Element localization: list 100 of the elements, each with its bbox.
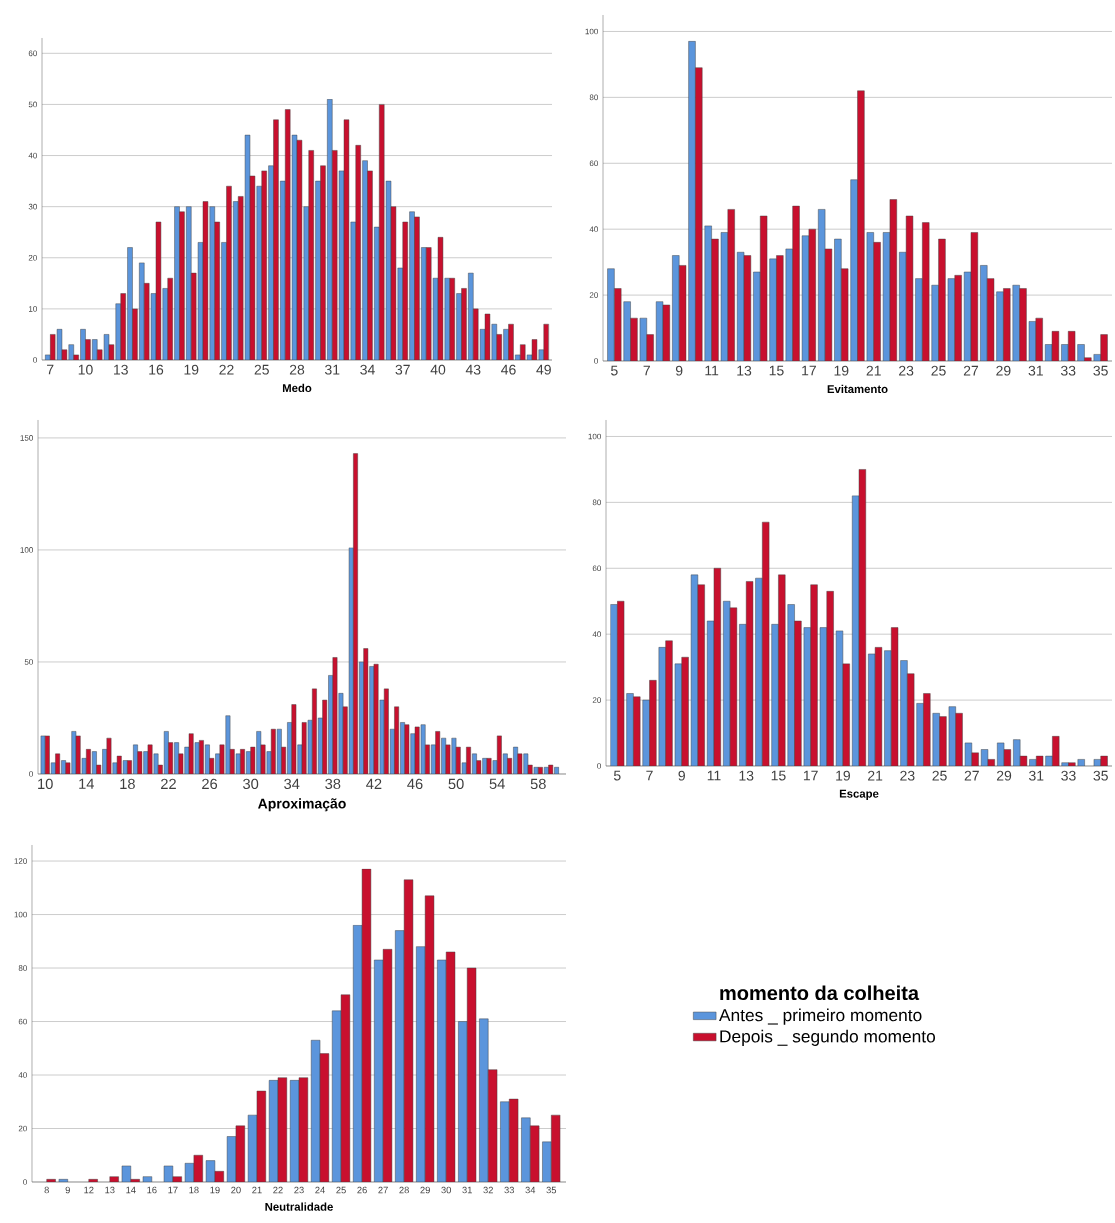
y-tick-label: 0 — [29, 771, 33, 777]
y-tick-label: 20 — [592, 697, 601, 703]
x-tick-label: 31 — [462, 1186, 472, 1194]
x-axis-title: Medo — [282, 383, 312, 393]
y-tick-label: 60 — [589, 160, 598, 167]
x-tick-label: 31 — [324, 364, 340, 375]
y-tick-label: 80 — [592, 499, 601, 506]
x-tick-label: 15 — [769, 365, 784, 376]
x-tick-label: 25 — [336, 1186, 346, 1194]
x-tick-label: 29 — [420, 1186, 430, 1194]
y-tick-label: 100 — [20, 547, 33, 553]
x-tick-label: 11 — [707, 770, 721, 781]
x-tick-label: 23 — [900, 770, 915, 781]
x-tick-label: 17 — [803, 770, 818, 781]
x-tick-label: 33 — [1060, 365, 1076, 376]
x-tick-label: 23 — [899, 365, 914, 376]
x-tick-label: 14 — [126, 1186, 136, 1194]
x-tick-label: 19 — [834, 365, 849, 376]
y-tick-label: 40 — [592, 631, 601, 638]
x-tick-label: 5 — [613, 770, 621, 781]
x-axis-title: Evitamento — [827, 384, 888, 394]
x-tick-label: 9 — [675, 365, 683, 376]
y-tick-label: 120 — [14, 858, 27, 864]
x-tick-label: 35 — [546, 1186, 557, 1194]
x-tick-label: 22 — [219, 364, 234, 375]
x-tick-label: 49 — [536, 364, 551, 375]
x-tick-label: 16 — [149, 364, 164, 375]
x-tick-label: 25 — [932, 770, 947, 781]
x-tick-label: 32 — [483, 1186, 493, 1194]
y-tick-label: 100 — [585, 28, 598, 35]
x-tick-label: 40 — [430, 364, 446, 375]
y-tick-label: 100 — [588, 433, 601, 440]
y-tick-label: 20 — [18, 1125, 27, 1132]
x-tick-label: 15 — [771, 770, 786, 781]
x-tick-label: 17 — [802, 365, 816, 376]
x-tick-label: 14 — [79, 778, 94, 789]
x-tick-label: 19 — [184, 364, 199, 375]
x-tick-label: 24 — [315, 1186, 325, 1194]
x-tick-label: 29 — [996, 365, 1011, 376]
y-tick-label: 20 — [589, 292, 598, 298]
x-axis-title: Aproximação — [258, 798, 346, 812]
y-tick-label: 0 — [23, 1179, 27, 1185]
x-tick-label: 27 — [378, 1186, 388, 1194]
y-tick-label: 20 — [28, 254, 37, 261]
y-tick-label: 60 — [18, 1018, 27, 1025]
x-tick-label: 50 — [448, 778, 464, 790]
x-tick-label: 35 — [1093, 770, 1108, 781]
x-tick-label: 13 — [737, 365, 752, 376]
y-tick-label: 50 — [28, 101, 37, 108]
x-tick-label: 29 — [996, 770, 1012, 781]
x-tick-label: 23 — [294, 1186, 304, 1194]
x-tick-label: 38 — [325, 778, 341, 790]
x-tick-label: 33 — [1061, 770, 1076, 781]
legend-label: Antes _ primeiro momento — [719, 1008, 922, 1025]
x-tick-label: 19 — [836, 770, 850, 781]
x-tick-label: 12 — [84, 1186, 94, 1194]
y-tick-label: 150 — [20, 435, 33, 441]
x-axis-title: Escape — [839, 789, 879, 800]
x-tick-label: 54 — [489, 778, 505, 789]
x-tick-label: 43 — [465, 364, 481, 375]
y-tick-label: 50 — [24, 659, 33, 665]
x-tick-label: 34 — [284, 778, 300, 790]
x-tick-label: 42 — [366, 778, 382, 789]
x-axis-title: Neutralidade — [265, 1202, 333, 1211]
y-tick-label: 40 — [589, 226, 598, 233]
x-tick-label: 13 — [739, 770, 754, 781]
x-tick-label: 18 — [120, 778, 135, 790]
y-tick-label: 0 — [33, 357, 37, 363]
x-tick-label: 26 — [357, 1186, 367, 1194]
x-tick-label: 31 — [1029, 770, 1044, 781]
x-tick-label: 11 — [705, 365, 719, 376]
x-tick-label: 18 — [189, 1186, 199, 1194]
x-tick-label: 22 — [273, 1186, 283, 1194]
x-tick-label: 5 — [611, 365, 618, 376]
y-tick-label: 60 — [28, 50, 37, 57]
x-tick-label: 25 — [254, 364, 269, 375]
x-tick-label: 34 — [360, 364, 375, 375]
x-tick-label: 9 — [678, 770, 685, 781]
x-tick-label: 25 — [931, 365, 946, 376]
x-tick-label: 30 — [243, 778, 259, 790]
x-tick-label: 21 — [866, 365, 881, 376]
x-tick-label: 13 — [105, 1186, 115, 1194]
x-tick-label: 7 — [643, 365, 650, 376]
x-tick-label: 10 — [78, 364, 93, 375]
x-tick-label: 46 — [407, 778, 423, 790]
x-tick-label: 37 — [395, 364, 410, 375]
x-tick-label: 28 — [399, 1186, 409, 1194]
legend-title: momento da colheita — [720, 985, 920, 1001]
y-tick-label: 60 — [592, 565, 601, 572]
x-tick-label: 46 — [501, 364, 516, 375]
x-tick-label: 21 — [252, 1186, 262, 1194]
x-tick-label: 16 — [147, 1186, 157, 1194]
x-tick-label: 19 — [210, 1186, 220, 1194]
x-tick-label: 8 — [44, 1186, 49, 1194]
x-tick-label: 28 — [289, 364, 305, 375]
x-tick-label: 34 — [525, 1186, 536, 1194]
x-tick-label: 33 — [504, 1186, 515, 1194]
y-tick-label: 0 — [594, 358, 598, 364]
y-tick-label: 80 — [18, 965, 27, 971]
x-tick-label: 7 — [47, 364, 54, 375]
